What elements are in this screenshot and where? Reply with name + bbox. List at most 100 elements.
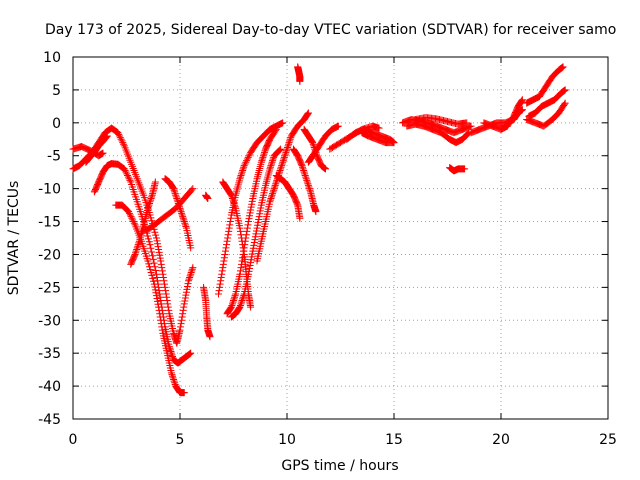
data-point [150, 277, 158, 285]
data-point [147, 195, 155, 203]
data-point [225, 224, 233, 232]
x-tick-label: 20 [492, 432, 510, 448]
data-point [188, 265, 196, 273]
data-point [280, 155, 288, 163]
data-point [155, 306, 163, 314]
data-point [231, 293, 239, 301]
data-point [162, 290, 170, 298]
data-point [239, 293, 247, 301]
data-point [221, 247, 229, 255]
data-point [238, 297, 246, 305]
data-point [275, 147, 283, 155]
data-point [464, 130, 472, 138]
y-tick-label: -40 [38, 379, 61, 395]
y-tick-label: -10 [38, 182, 61, 198]
data-point [145, 201, 153, 209]
data-point [134, 242, 142, 250]
data-point [125, 209, 133, 217]
data-point [225, 227, 233, 235]
data-point [178, 209, 186, 217]
data-point [144, 257, 152, 265]
data-point [153, 237, 161, 245]
data-point [169, 352, 177, 360]
data-point [171, 188, 179, 196]
data-point [123, 170, 131, 178]
data-point [301, 171, 309, 179]
x-tick-label: 5 [176, 432, 185, 448]
data-point [247, 256, 255, 264]
data-point [145, 238, 153, 246]
data-point [122, 168, 130, 176]
plot-frame [72, 56, 609, 420]
series-sat-af [523, 99, 569, 130]
data-point [238, 170, 246, 178]
series-sat-q [294, 63, 304, 85]
data-point [242, 234, 250, 242]
data-point [173, 196, 181, 204]
data-point [145, 260, 153, 268]
data-point [144, 232, 152, 240]
y-axis-label: SDTVAR / TECUs [6, 181, 22, 296]
data-point [168, 371, 176, 379]
data-point [156, 254, 164, 262]
series-sat-i [202, 191, 212, 203]
data-point [151, 283, 159, 291]
data-point [239, 165, 247, 173]
data-marks [69, 63, 569, 397]
data-point [186, 273, 194, 281]
data-point [299, 163, 307, 171]
data-point [169, 372, 177, 380]
data-point [258, 157, 266, 165]
data-point [170, 186, 178, 194]
data-point [259, 153, 267, 161]
data-point [189, 185, 197, 193]
data-point [518, 106, 526, 114]
data-point [167, 369, 175, 377]
data-point [170, 185, 178, 193]
data-point [178, 211, 186, 219]
data-point [247, 303, 255, 311]
data-point [126, 211, 134, 219]
data-point [467, 122, 475, 130]
data-point [179, 213, 187, 221]
data-point [159, 270, 167, 278]
data-point [230, 199, 238, 207]
data-point [248, 250, 256, 258]
data-point [151, 228, 159, 236]
data-point [154, 297, 162, 305]
data-point [181, 294, 189, 302]
data-point [312, 208, 320, 216]
data-point [150, 259, 158, 267]
data-point [185, 277, 193, 285]
data-point [242, 231, 250, 239]
y-tick-label: -15 [38, 215, 61, 231]
data-point [284, 142, 292, 150]
data-point [266, 196, 274, 204]
data-point [114, 129, 122, 137]
data-point [236, 173, 244, 181]
data-point [240, 292, 248, 300]
data-point [518, 96, 526, 104]
series-sat-g [137, 185, 197, 235]
data-point [116, 132, 124, 140]
data-point [187, 349, 195, 357]
data-point [282, 148, 290, 156]
data-point [219, 260, 227, 268]
data-point [231, 292, 239, 300]
data-point [133, 246, 141, 254]
data-point [241, 160, 249, 168]
x-tick-label: 25 [599, 432, 617, 448]
data-point [231, 201, 239, 209]
series-sat-o [253, 109, 312, 265]
y-tick-label: -45 [38, 412, 61, 428]
data-point [286, 137, 294, 145]
data-point [276, 167, 284, 175]
data-point [517, 97, 525, 105]
data-point [283, 145, 291, 153]
data-point [177, 206, 185, 214]
data-point [124, 173, 132, 181]
data-point [236, 301, 244, 309]
data-point [170, 376, 178, 384]
data-point [222, 244, 230, 252]
